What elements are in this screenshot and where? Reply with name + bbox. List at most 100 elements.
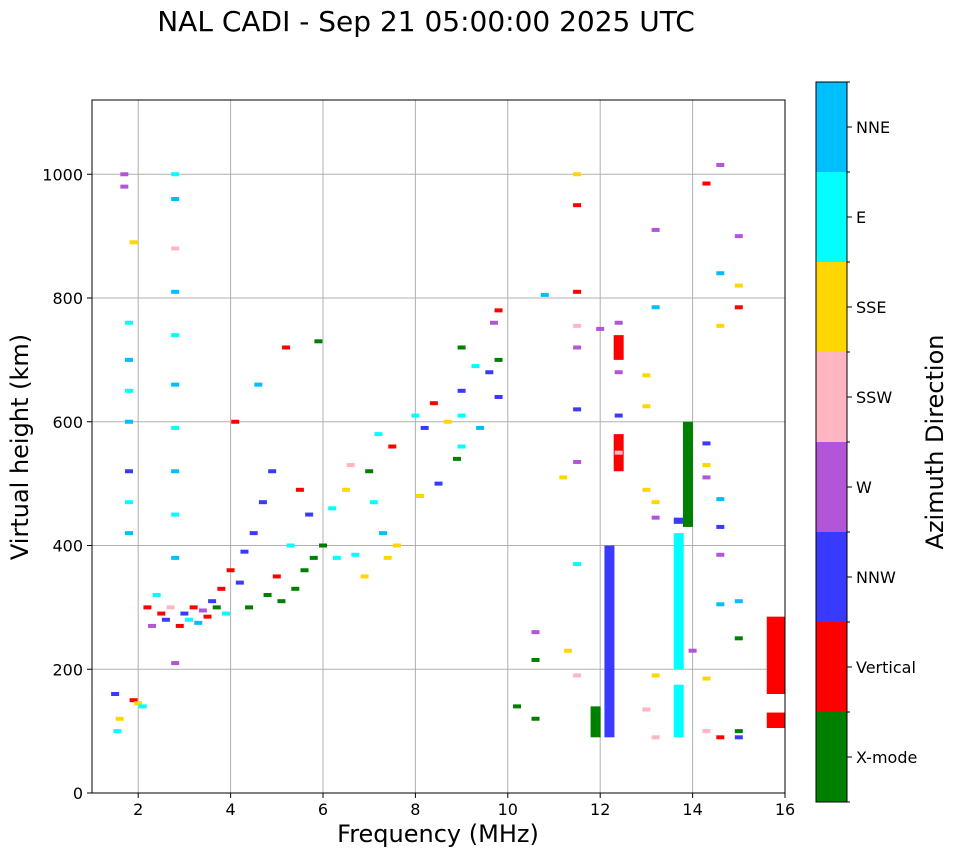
- data-point-142: [716, 735, 725, 740]
- colorbar-frame: [815, 81, 848, 803]
- data-point-5: [124, 320, 133, 325]
- data-point-68: [346, 463, 355, 468]
- data-point-139: [716, 524, 725, 529]
- data-point-19: [157, 611, 166, 616]
- data-point-57: [286, 543, 295, 548]
- data-point-66: [332, 555, 341, 560]
- colorbar-swatch-6: [816, 172, 847, 262]
- data-point-3: [120, 172, 129, 177]
- data-point-7: [124, 388, 133, 393]
- data-point-9: [124, 469, 133, 474]
- data-point-25: [171, 289, 180, 294]
- colorbar-label-2: NNW: [856, 568, 896, 587]
- data-point-146: [734, 599, 743, 604]
- y-tick-label-1: 200: [52, 660, 83, 679]
- data-point-76: [388, 444, 397, 449]
- colorbar-swatch-4: [816, 352, 847, 442]
- data-point-13: [129, 698, 138, 703]
- data-point-143: [734, 234, 743, 239]
- data-point-42: [217, 586, 226, 591]
- y-axis-ticks: 0 200 400 600 800 1000: [42, 165, 92, 803]
- x-tick-label-4: 10: [498, 800, 518, 819]
- data-point-99: [531, 716, 540, 721]
- data-point-29: [171, 469, 180, 474]
- data-point-55: [277, 599, 286, 604]
- x-tick-label-0: 2: [133, 800, 143, 819]
- grid-lines: [92, 100, 785, 793]
- colorbar-label-3: W: [856, 478, 872, 497]
- data-point-18: [152, 593, 161, 597]
- data-point-108: [573, 407, 582, 412]
- data-point-23: [171, 197, 180, 201]
- data-point-88: [457, 444, 466, 449]
- data-point-87: [457, 413, 466, 418]
- colorbar-swatch-7: [816, 82, 847, 172]
- data-band-9: [766, 712, 785, 729]
- data-bands: [590, 335, 785, 738]
- data-point-78: [411, 413, 420, 418]
- data-point-136: [716, 271, 725, 276]
- colorbar-label-6: E: [856, 208, 866, 227]
- data-point-0: [115, 716, 124, 721]
- data-point-103: [573, 172, 582, 177]
- x-axis-label: Frequency (MHz): [337, 820, 539, 848]
- data-point-111: [573, 673, 582, 678]
- data-point-26: [171, 333, 180, 338]
- data-point-45: [231, 419, 240, 424]
- data-point-84: [452, 456, 461, 461]
- data-point-117: [614, 450, 623, 455]
- data-point-133: [702, 676, 711, 681]
- data-point-94: [494, 357, 503, 362]
- data-point-46: [235, 580, 244, 585]
- data-point-17: [148, 623, 157, 628]
- data-point-86: [457, 388, 466, 393]
- data-point-75: [383, 555, 392, 560]
- data-point-8: [124, 419, 133, 424]
- data-point-51: [258, 500, 267, 505]
- data-point-54: [272, 574, 281, 579]
- y-tick-label-4: 800: [52, 289, 83, 308]
- data-point-112: [596, 326, 605, 331]
- data-point-127: [651, 735, 660, 740]
- data-point-132: [702, 475, 711, 480]
- data-point-100: [540, 292, 549, 297]
- data-point-147: [734, 636, 743, 641]
- x-tick-label-1: 4: [226, 800, 236, 819]
- data-point-73: [374, 432, 383, 437]
- colorbar-label-7: NNE: [856, 118, 890, 137]
- data-point-11: [124, 531, 133, 536]
- colorbar-label: Azimuth Direction: [921, 335, 949, 550]
- data-point-33: [175, 623, 184, 628]
- data-band-3: [673, 517, 684, 524]
- data-point-81: [429, 401, 438, 406]
- data-point-83: [443, 419, 452, 424]
- x-tick-label-2: 6: [318, 800, 328, 819]
- colorbar-label-5: SSE: [856, 298, 886, 317]
- data-point-140: [716, 552, 725, 557]
- data-point-135: [716, 162, 725, 167]
- y-tick-label-3: 600: [52, 413, 83, 432]
- data-point-32: [171, 661, 180, 666]
- data-point-59: [295, 487, 304, 492]
- data-point-15: [138, 704, 147, 709]
- data-point-106: [573, 323, 582, 328]
- data-band-4: [682, 421, 693, 527]
- data-point-145: [734, 305, 743, 310]
- data-point-41: [212, 605, 221, 610]
- data-point-49: [249, 531, 258, 536]
- data-point-113: [614, 320, 623, 325]
- colorbar-swatch-3: [816, 442, 847, 532]
- data-point-34: [180, 611, 189, 616]
- data-point-92: [489, 320, 498, 325]
- data-band-8: [766, 616, 785, 694]
- y-tick-label-2: 400: [52, 537, 83, 556]
- data-point-122: [651, 227, 660, 232]
- data-band-2: [673, 533, 684, 670]
- data-band-1: [673, 684, 684, 738]
- data-band-0: [604, 545, 615, 738]
- data-point-69: [351, 552, 360, 557]
- data-point-91: [485, 370, 494, 375]
- data-point-104: [573, 203, 582, 208]
- data-point-38: [198, 608, 207, 613]
- colorbar: X-mode Vertical NNW W SSW SSE E NNE: [815, 81, 917, 803]
